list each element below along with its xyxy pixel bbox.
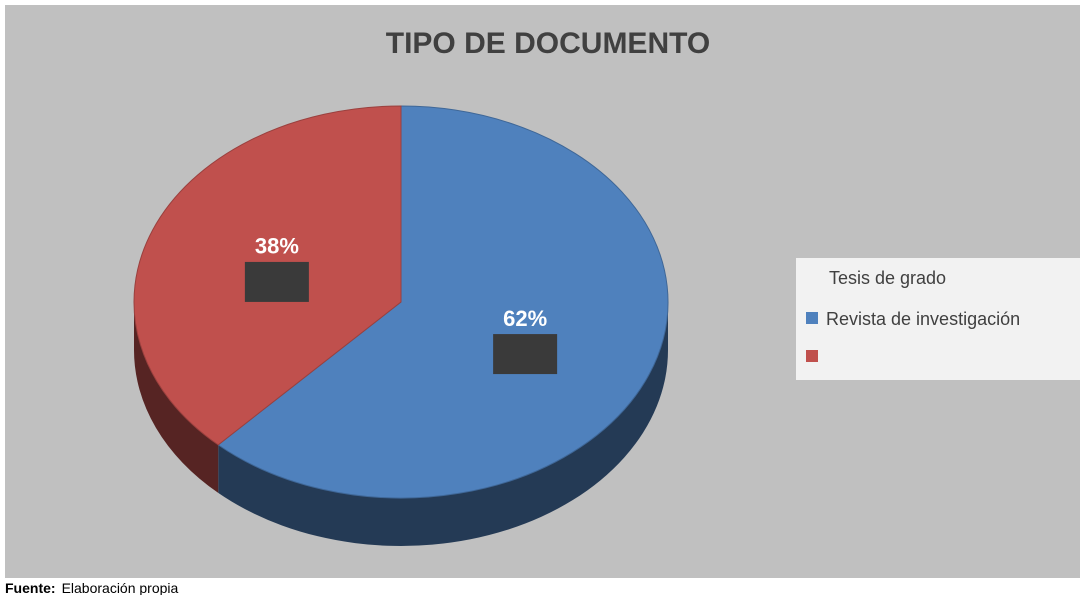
legend-swatch [806, 312, 818, 324]
slice-side [218, 302, 668, 546]
label-box [493, 334, 558, 375]
slice [217, 105, 669, 499]
source-label: Fuente: [5, 580, 56, 595]
legend-label: Revista de investigación [826, 309, 1020, 329]
data-label: 62% [503, 306, 547, 331]
legend-swatch [806, 350, 818, 362]
source-text: Elaboración propia [62, 580, 179, 595]
label-box [244, 261, 309, 302]
legend-title: Tesis de grado [829, 268, 946, 288]
chart-title: TIPO DE DOCUMENTO [386, 27, 710, 60]
source: Fuente: Elaboración propia [5, 580, 179, 595]
legend-box [796, 258, 1080, 380]
slice-side [134, 302, 219, 493]
data-label: 38% [255, 234, 299, 259]
